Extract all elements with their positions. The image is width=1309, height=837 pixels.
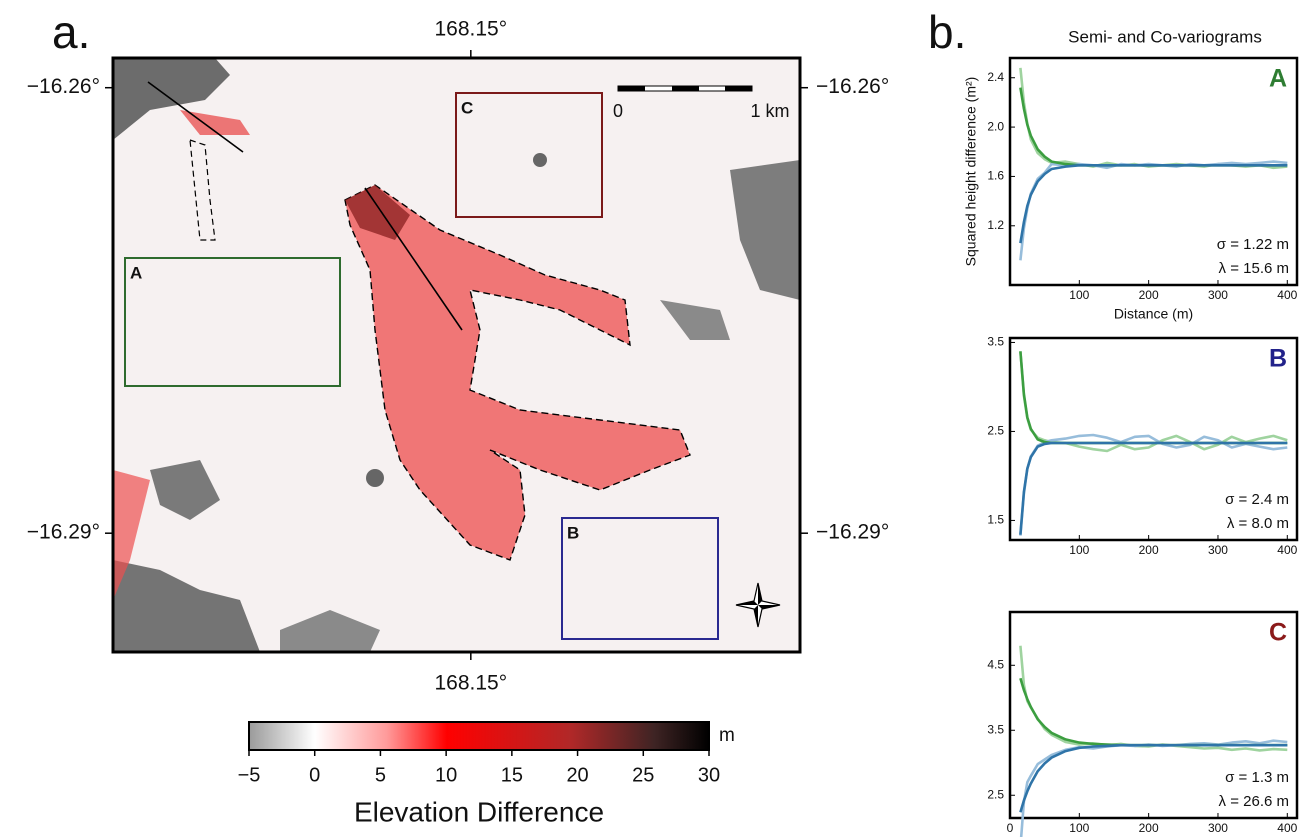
x-tick-label: 100	[1069, 543, 1089, 557]
panel-title: Semi- and Co-variograms	[1068, 27, 1262, 46]
y-tick-label: 2.0	[987, 119, 1004, 133]
colorbar-tick-label: 25	[632, 764, 654, 786]
panel-label: b.	[928, 6, 966, 58]
y-tick-label: 1.6	[987, 169, 1004, 183]
x-tick-label: 400	[1277, 288, 1297, 302]
series-line	[1019, 743, 1288, 813]
x-tick-label: 200	[1139, 288, 1159, 302]
colorbar	[248, 721, 710, 751]
colorbar-tick-label: −5	[238, 764, 261, 786]
colorbar-tick-label: 15	[501, 764, 523, 786]
x-tick-label: 300	[1208, 821, 1228, 835]
x-tick-label: 0	[1007, 821, 1014, 835]
outline	[189, 139, 216, 241]
nodata-patch	[113, 560, 260, 652]
nodata-patch	[660, 300, 730, 340]
colorbar-tick-label: 20	[566, 764, 588, 786]
annotation: σ = 2.4 m	[1225, 491, 1289, 508]
scale-bar	[617, 85, 753, 92]
colorbar-tick-label: 0	[309, 764, 320, 786]
colorbar-tick-label: 30	[698, 764, 720, 786]
scale-label: 1 km	[750, 101, 789, 121]
colorbar-unit: m	[719, 725, 735, 746]
y-tick-label: 2.5	[987, 787, 1004, 801]
x-tick-label: 100	[1069, 288, 1089, 302]
y-tick-label: 1.2	[987, 218, 1004, 232]
annotation: λ = 15.6 m	[1219, 260, 1289, 277]
annotation: σ = 1.3 m	[1225, 769, 1289, 786]
colorbar-title: Elevation Difference	[354, 796, 604, 827]
panel-letter: B	[1269, 345, 1287, 373]
profile-line	[147, 81, 244, 153]
nodata-patch	[730, 160, 800, 300]
x-tick-label: 400	[1277, 543, 1297, 557]
x-tick-label: 200	[1139, 543, 1159, 557]
change-patch	[180, 110, 250, 135]
map-tick-label: −16.29°	[27, 521, 100, 544]
nodata-patch	[280, 610, 380, 652]
map-tick-label: −16.26°	[27, 75, 100, 98]
series-line	[1019, 164, 1288, 244]
annotation: λ = 8.0 m	[1227, 515, 1289, 532]
panel-label: a.	[52, 6, 90, 58]
y-tick-label: 4.5	[987, 657, 1004, 671]
change-patch	[113, 470, 150, 600]
x-tick-label: 400	[1277, 821, 1297, 835]
nodata-patch	[533, 153, 547, 167]
x-tick-label: 300	[1208, 288, 1228, 302]
profile-line	[364, 187, 463, 331]
nodata-patch	[150, 460, 220, 520]
analysis-box	[455, 92, 603, 218]
annotation: σ = 1.22 m	[1217, 236, 1289, 253]
annotation: λ = 26.6 m	[1219, 793, 1289, 810]
panel-letter: A	[1269, 65, 1287, 93]
map-tick-label: 168.15°	[434, 672, 507, 695]
y-tick-label: 2.4	[987, 70, 1004, 84]
colorbar-tick-label: 5	[375, 764, 386, 786]
map-frame	[111, 56, 802, 654]
y-tick-label: 2.5	[987, 424, 1004, 438]
x-axis-label: Distance (m)	[1114, 306, 1193, 322]
map-tick-label: −16.26°	[816, 75, 889, 98]
scale-label: 0	[613, 101, 623, 121]
x-tick-label: 300	[1208, 543, 1228, 557]
x-tick-label: 100	[1069, 821, 1089, 835]
colorbar-tick-label: 10	[435, 764, 457, 786]
x-tick-label: 200	[1139, 821, 1159, 835]
panel-letter: C	[1269, 619, 1287, 647]
box-label: C	[461, 98, 473, 117]
plot-frame	[1008, 56, 1299, 287]
nodata-patch	[366, 469, 384, 487]
lava-flow	[344, 184, 691, 561]
plot-frame	[1008, 610, 1299, 820]
analysis-box	[124, 257, 341, 387]
analysis-box	[561, 517, 719, 640]
box-label: B	[567, 523, 579, 542]
y-tick-label: 3.5	[987, 722, 1004, 736]
map-tick-label: 168.15°	[434, 18, 507, 41]
vent-area	[345, 185, 410, 240]
map-tick-label: −16.29°	[816, 521, 889, 544]
series-line	[1019, 441, 1288, 535]
y-tick-label: 1.5	[987, 513, 1004, 527]
y-axis-label: Squared height difference (m²)	[963, 77, 979, 267]
y-tick-label: 3.5	[987, 335, 1004, 349]
compass	[735, 582, 781, 628]
box-label: A	[130, 263, 142, 282]
